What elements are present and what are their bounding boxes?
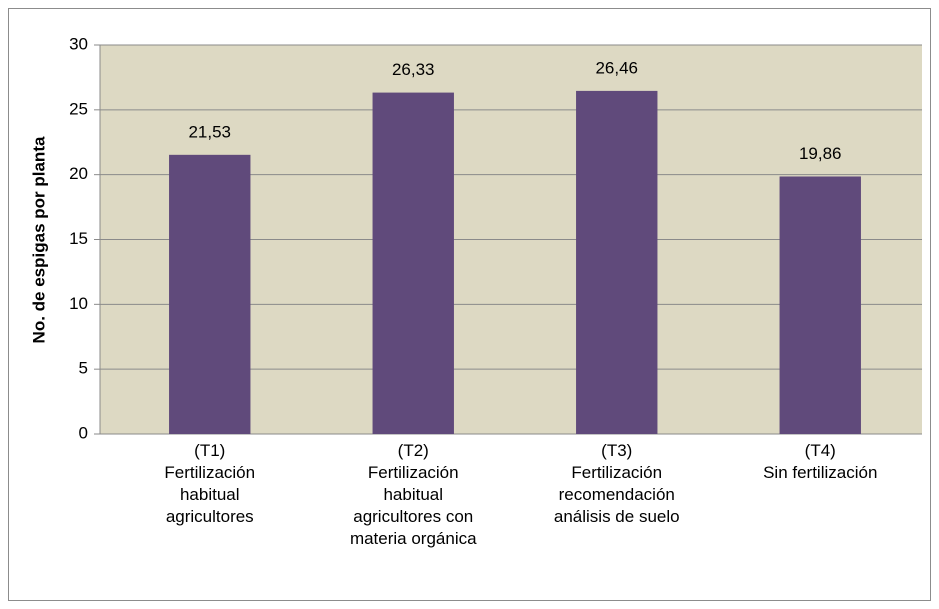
- y-tick-label: 10: [69, 294, 88, 313]
- y-tick-label: 25: [69, 99, 88, 118]
- x-tick-label: (T4) Sin fertilización: [763, 441, 878, 482]
- data-label: 26,46: [595, 58, 638, 77]
- y-axis-label: No. de espigas por planta: [29, 136, 48, 343]
- bar: [779, 176, 861, 434]
- y-tick-label: 5: [79, 359, 88, 378]
- y-tick-label: 0: [79, 423, 88, 442]
- y-tick-label: 15: [69, 229, 88, 248]
- data-label: 19,86: [799, 144, 842, 163]
- x-tick-label: (T2) Fertilización habitual agricultores…: [349, 441, 477, 548]
- bar: [576, 90, 658, 434]
- data-label: 26,33: [392, 60, 435, 79]
- data-label: 21,53: [188, 122, 231, 141]
- y-tick-label: 30: [69, 34, 88, 53]
- x-tick-label: (T3) Fertilización recomendación análisi…: [553, 441, 680, 526]
- x-tick-label: (T1) Fertilización habitual agricultores: [164, 441, 256, 526]
- bar: [372, 92, 454, 434]
- bar: [169, 154, 251, 434]
- y-tick-label: 20: [69, 164, 88, 183]
